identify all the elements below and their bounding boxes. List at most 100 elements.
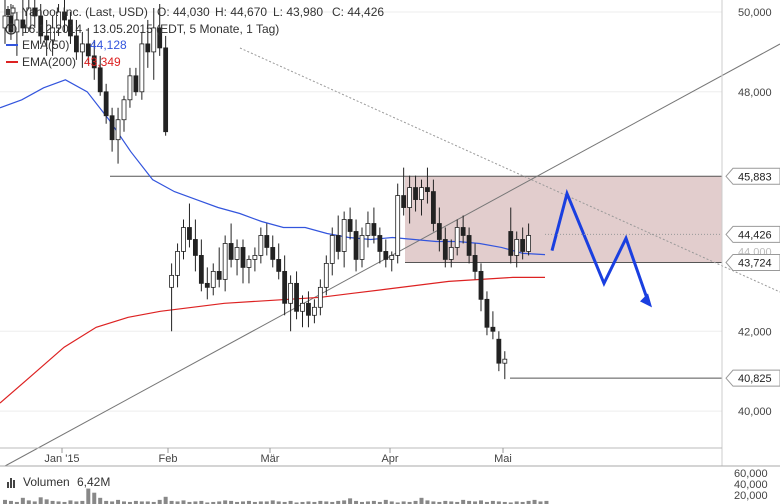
- ohlc-close: C: 44,426: [332, 5, 384, 19]
- candle-body: [175, 251, 180, 276]
- volume-bar: [348, 498, 353, 504]
- volume-bar: [377, 501, 382, 504]
- volume-bar: [199, 500, 204, 504]
- ema200-swatch: [6, 61, 18, 63]
- candle-body: [442, 239, 448, 260]
- candle-body: [401, 195, 407, 208]
- candle-body: [252, 255, 258, 260]
- volume-bar: [449, 501, 454, 504]
- candle-body: [38, 15, 44, 37]
- volume-bar: [193, 501, 198, 504]
- candle-body: [454, 227, 460, 248]
- candlestick-icon: [6, 5, 16, 17]
- price-tag-40825: 40,825: [725, 369, 780, 387]
- volume-bar: [205, 502, 210, 504]
- volume-bar: [360, 501, 364, 504]
- candle-body: [109, 115, 115, 141]
- volume-bar: [241, 501, 245, 504]
- volume-bar: [163, 496, 168, 504]
- volume-bar: [306, 501, 311, 504]
- volume-bar: [419, 497, 424, 504]
- volume-bars: [3, 488, 549, 504]
- candle-body: [115, 119, 121, 141]
- volume-bar: [62, 501, 67, 504]
- candle-body: [74, 35, 79, 53]
- candle-body: [198, 255, 204, 284]
- volume-bar: [371, 500, 376, 504]
- candle-body: [288, 282, 294, 304]
- volume-bar: [74, 501, 79, 504]
- volume-value: 6,42M: [77, 475, 110, 489]
- volume-bar: [532, 499, 537, 504]
- volume-tick: 60,000: [734, 468, 768, 480]
- volume-bar: [211, 501, 216, 504]
- volume-bar: [324, 501, 329, 504]
- volume-bar: [110, 501, 115, 504]
- candle-body: [91, 55, 97, 69]
- candle-body: [478, 270, 484, 300]
- candle-body: [2, 15, 8, 29]
- candle-body: [472, 255, 478, 272]
- volume-legend: Volumen 6,42M: [7, 475, 110, 489]
- candles: [2, 0, 531, 380]
- volume-bar: [401, 501, 406, 504]
- candle-body: [365, 223, 371, 236]
- volume-bar: [395, 502, 400, 504]
- volume-bar: [86, 488, 91, 504]
- volume-bar: [26, 500, 31, 504]
- volume-bar: [455, 501, 460, 504]
- volume-bar: [336, 500, 341, 504]
- candle-body: [258, 235, 264, 256]
- candle-body: [430, 191, 436, 224]
- ema50-swatch: [6, 44, 18, 46]
- price-tag-45883: 45,883: [725, 167, 780, 185]
- candle-body: [169, 274, 175, 288]
- volume-bar: [389, 501, 394, 504]
- volume-bar: [526, 500, 531, 504]
- volume-tick: 40,000: [734, 479, 768, 491]
- candle-body: [347, 219, 353, 232]
- candle-body: [496, 338, 502, 364]
- volume-bar: [44, 499, 49, 504]
- candle-body: [425, 187, 430, 192]
- candle-body: [145, 43, 151, 53]
- volume-bar: [246, 500, 251, 504]
- volume-bar: [413, 500, 418, 504]
- forecast-arrowhead: [640, 293, 652, 308]
- candle-body: [32, 7, 38, 17]
- volume-bar: [425, 500, 430, 504]
- ohlc-low: L: 43,980: [273, 5, 323, 19]
- candle-body: [323, 263, 329, 288]
- volume-bar: [479, 500, 483, 504]
- volume-bar: [20, 497, 25, 504]
- candle-body: [317, 286, 323, 308]
- candle-body: [353, 231, 359, 260]
- volume-bar: [187, 501, 192, 504]
- volume-bar: [282, 501, 287, 504]
- ema50-value: 44,128: [90, 38, 127, 52]
- volume-bar: [354, 500, 359, 504]
- candle-body: [335, 235, 341, 252]
- volume-bar: [217, 501, 222, 504]
- y-tick-label: 48,000: [738, 87, 772, 99]
- candle-body: [520, 239, 526, 252]
- candle-body: [413, 187, 418, 200]
- ohlc-open: O: 44,030: [157, 5, 210, 19]
- volume-bar: [14, 501, 19, 504]
- candle-body: [68, 19, 73, 37]
- volume-bar: [223, 500, 228, 504]
- candle-body: [216, 270, 222, 280]
- clock-icon: [5, 23, 17, 35]
- period-text: 16.12.2014 - 13.05.2015 (EDT, 5 Monate, …: [22, 22, 279, 36]
- candle-body: [371, 223, 377, 236]
- candle-body: [306, 302, 311, 316]
- volume-bar: [229, 500, 234, 504]
- instrument-title: Yahoo! Inc. (Last, USD): [22, 5, 148, 19]
- volume-bar: [318, 500, 323, 504]
- volume-bar: [8, 500, 13, 504]
- volume-bar: [467, 500, 472, 504]
- volume-bar: [235, 501, 240, 504]
- downtrend-line: [239, 47, 780, 293]
- volume-bar: [145, 501, 150, 504]
